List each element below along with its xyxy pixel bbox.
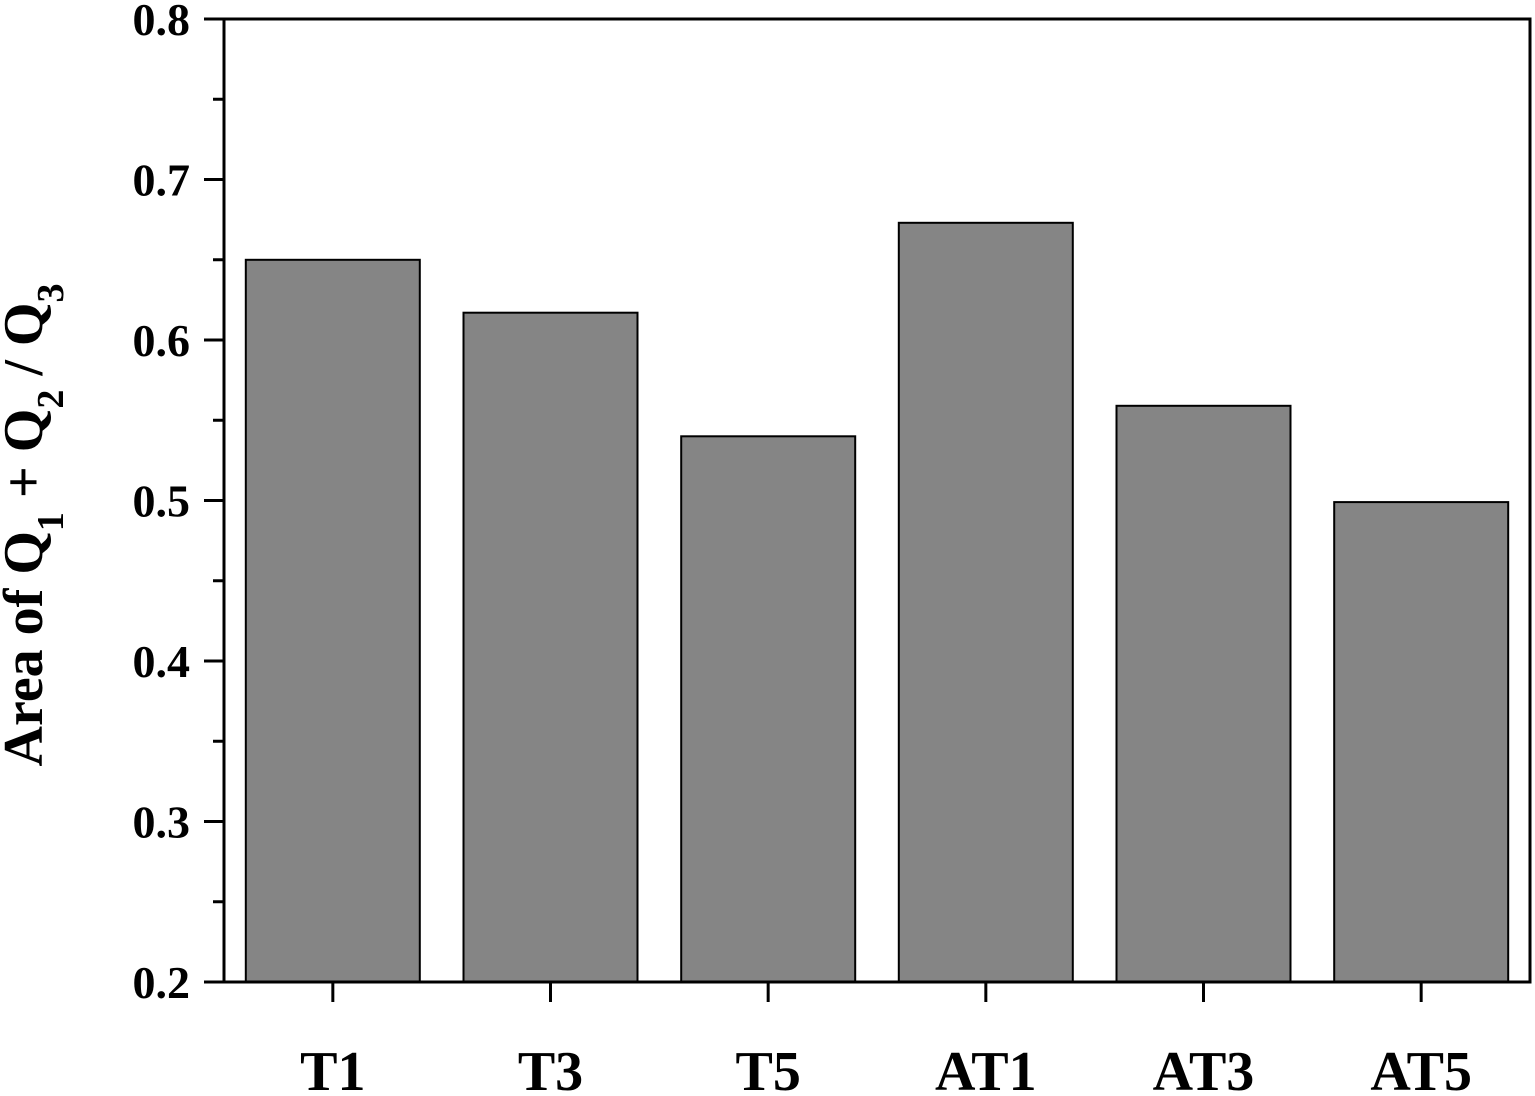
x-tick-label: AT1 — [935, 1041, 1037, 1096]
y-tick-label: 0.2 — [133, 957, 191, 1008]
x-tick-label: AT5 — [1370, 1041, 1472, 1096]
y-axis-title-subscript: 3 — [30, 284, 72, 303]
x-tick-label: AT3 — [1153, 1041, 1255, 1096]
y-tick-label: 0.8 — [133, 0, 191, 45]
y-tick-label: 0.3 — [133, 797, 191, 848]
x-tick-label: T5 — [735, 1041, 800, 1096]
bar-t5 — [680, 435, 857, 983]
bars-layer — [244, 221, 1510, 984]
x-tick-label: T1 — [300, 1041, 365, 1096]
bar-t3 — [462, 311, 639, 983]
y-ticks: 0.2 0.3 0.4 0.5 0.6 0.7 0.8 — [133, 0, 224, 1008]
y-axis-title-text: Area of Q — [0, 531, 55, 766]
y-tick-label: 0.4 — [133, 636, 191, 687]
y-axis-title-text: + Q — [0, 409, 55, 512]
y-axis-title-text: / Q — [0, 303, 55, 390]
y-axis-title-subscript: 2 — [30, 390, 72, 409]
bar-t1 — [244, 258, 421, 983]
bar-at5 — [1333, 501, 1510, 983]
bar-at1 — [897, 221, 1074, 984]
y-axis-title: Area of Q1 + Q2 / Q3 — [0, 284, 72, 767]
bar-at3 — [1115, 404, 1292, 983]
x-tick-label: T3 — [518, 1041, 583, 1096]
y-tick-label: 0.7 — [133, 155, 191, 206]
x-ticks: T1 T3 T5 AT1 AT3 AT5 — [300, 982, 1472, 1096]
y-axis-title-subscript: 1 — [30, 512, 72, 531]
y-tick-label: 0.5 — [133, 476, 191, 527]
y-tick-label: 0.6 — [133, 315, 191, 366]
